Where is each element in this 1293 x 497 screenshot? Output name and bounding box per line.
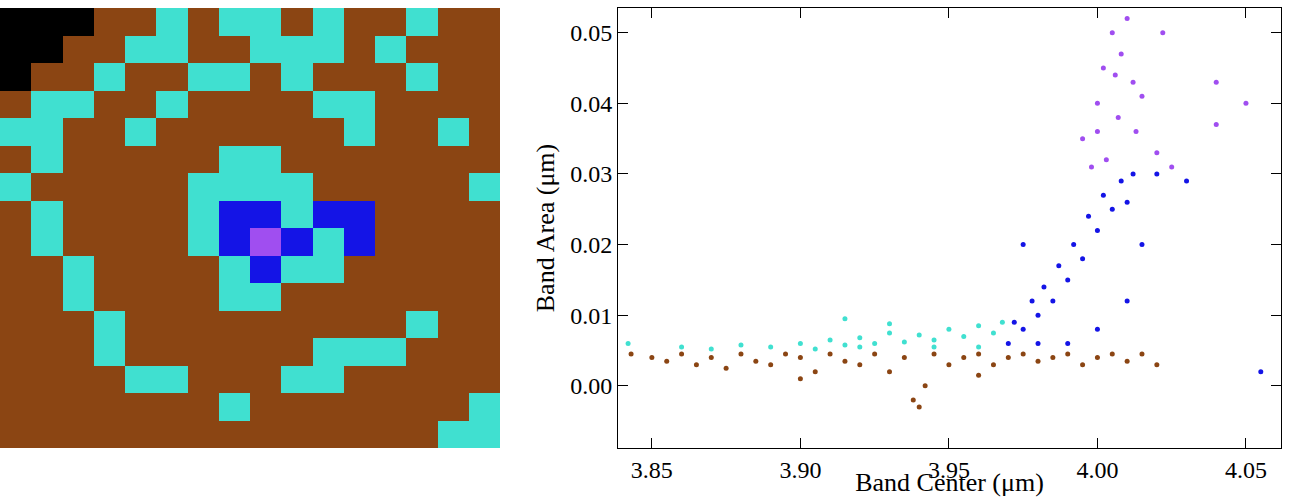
svg-text:3.85: 3.85 — [631, 457, 673, 483]
svg-text:0.00: 0.00 — [570, 373, 612, 399]
svg-text:Band Center (μm): Band Center (μm) — [855, 468, 1044, 497]
svg-text:4.05: 4.05 — [1225, 457, 1267, 483]
svg-text:0.05: 0.05 — [570, 20, 612, 46]
svg-text:0.03: 0.03 — [570, 161, 612, 187]
svg-text:3.95: 3.95 — [928, 457, 970, 483]
svg-text:3.90: 3.90 — [779, 457, 821, 483]
svg-text:0.04: 0.04 — [570, 91, 612, 117]
svg-text:0.02: 0.02 — [570, 232, 612, 258]
svg-text:Band Area (μm): Band Area (μm) — [531, 144, 560, 312]
svg-text:0.01: 0.01 — [570, 303, 612, 329]
svg-text:4.00: 4.00 — [1076, 457, 1118, 483]
